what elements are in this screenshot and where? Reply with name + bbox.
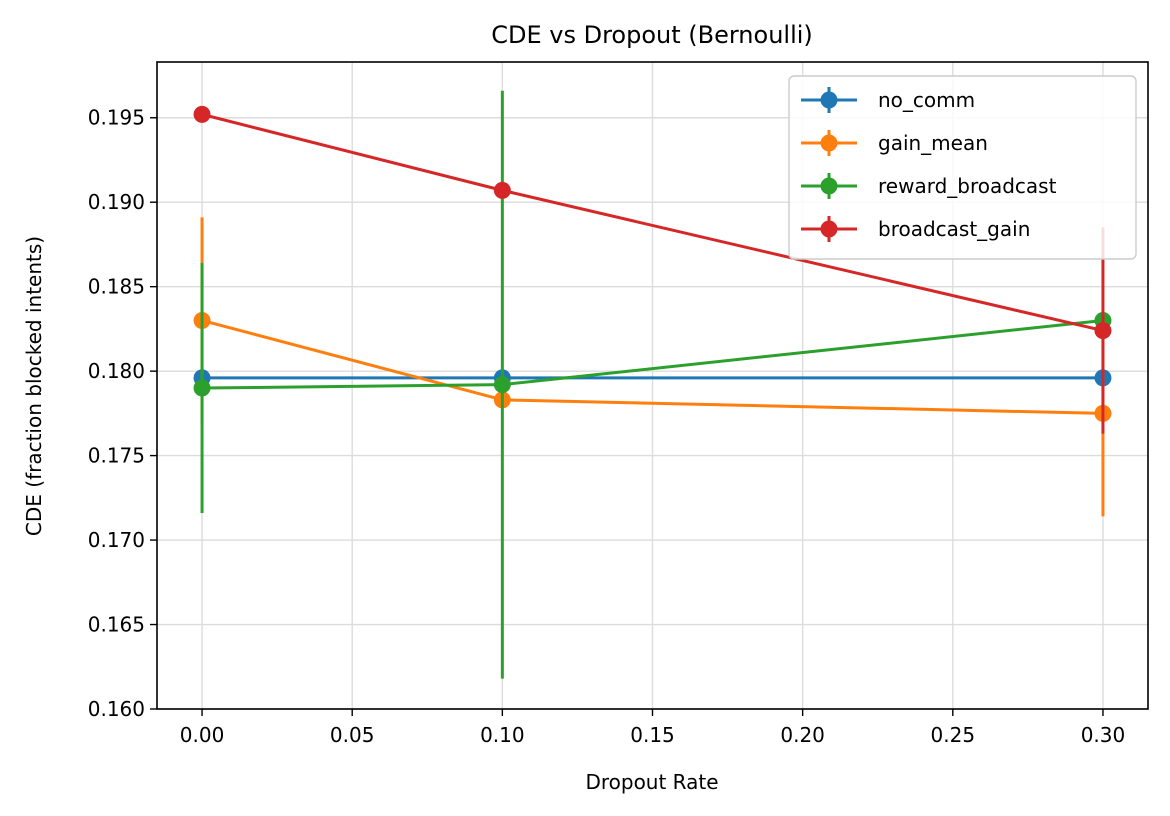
x-axis-label: Dropout Rate	[585, 770, 718, 794]
x-tick-label: 0.20	[780, 723, 825, 747]
y-tick-label: 0.195	[88, 106, 145, 130]
data-point	[193, 379, 211, 397]
y-tick-label: 0.180	[88, 359, 145, 383]
axes: 0.00 0.05 0.10 0.15 0.20 0.25 0.30 0.160 0.165 0.…	[88, 106, 1125, 747]
x-tick-label: 0.15	[630, 723, 675, 747]
x-tick-label: 0.25	[931, 723, 976, 747]
chart-title: CDE vs Dropout (Bernoulli)	[491, 21, 813, 49]
x-tick-label: 0.05	[330, 723, 375, 747]
y-tick-label: 0.160	[88, 697, 145, 721]
legend-label: reward_broadcast	[878, 174, 1057, 198]
legend-item-reward_broadcast: reward_broadcast	[801, 173, 1057, 199]
legend-label: no_comm	[878, 88, 975, 112]
data-point	[493, 376, 511, 394]
x-tick-label: 0.30	[1081, 723, 1126, 747]
y-tick-label: 0.185	[88, 275, 145, 299]
x-tick-label: 0.00	[180, 723, 225, 747]
legend-label: gain_mean	[878, 131, 988, 155]
plot-data	[193, 90, 1112, 679]
legend-item-no_comm: no_comm	[801, 87, 975, 113]
data-point	[493, 181, 511, 199]
data-point	[1094, 322, 1112, 340]
y-tick-label: 0.170	[88, 528, 145, 552]
series-broadcast_gain	[193, 105, 1112, 434]
y-tick-label: 0.175	[88, 444, 145, 468]
data-point	[193, 105, 211, 123]
legend-item-broadcast_gain: broadcast_gain	[801, 216, 1030, 242]
legend-marker	[820, 134, 838, 152]
legend-marker	[820, 177, 838, 195]
legend-label: broadcast_gain	[878, 217, 1030, 241]
legend-item-gain_mean: gain_mean	[801, 130, 988, 156]
legend-box	[788, 75, 1137, 260]
y-tick-label: 0.190	[88, 190, 145, 214]
y-axis-label: CDE (fraction blocked intents)	[22, 236, 46, 536]
legend: no_comm gain_mean reward_broadcast broadcas…	[788, 75, 1137, 260]
y-tick-label: 0.165	[88, 613, 145, 637]
legend-marker	[820, 220, 838, 238]
x-tick-label: 0.10	[480, 723, 525, 747]
legend-marker	[820, 91, 838, 109]
